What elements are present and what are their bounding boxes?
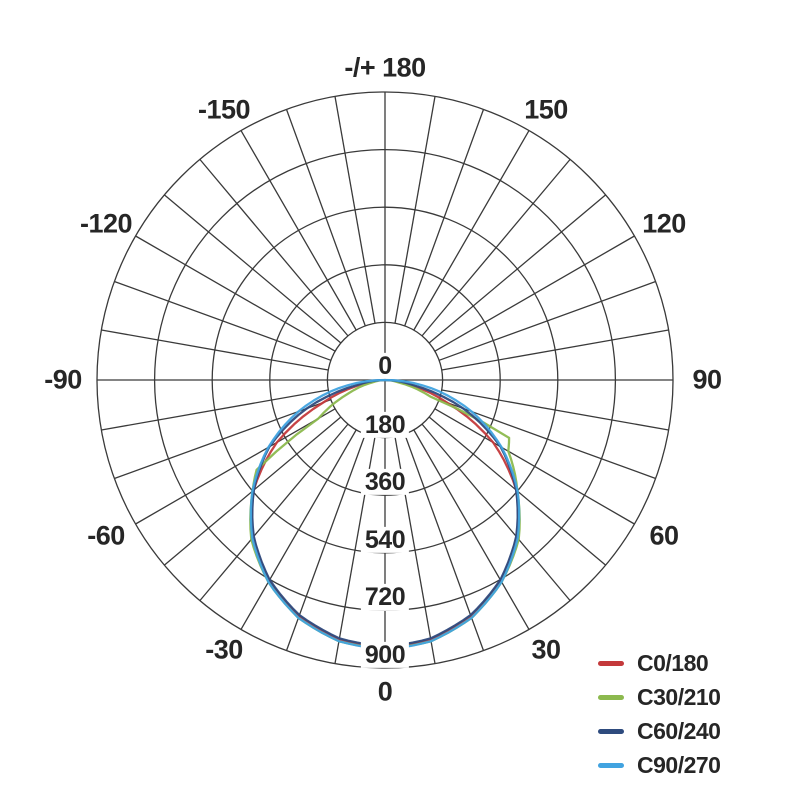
grid-spoke bbox=[438, 399, 656, 480]
series-color-swatch bbox=[598, 762, 624, 768]
grid-spoke bbox=[240, 429, 357, 630]
grid-spoke bbox=[394, 436, 436, 664]
grid-spoke bbox=[434, 235, 635, 352]
grid-spoke bbox=[434, 408, 635, 525]
grid-spoke bbox=[334, 436, 376, 664]
grid-spoke bbox=[135, 408, 336, 525]
series-color-swatch bbox=[598, 728, 624, 734]
series-color-swatch bbox=[598, 694, 624, 700]
legend-item-c30-210: C30/210 bbox=[598, 680, 721, 714]
grid-spoke bbox=[163, 194, 342, 344]
grid-spoke bbox=[438, 280, 656, 361]
grid-spoke bbox=[334, 96, 376, 324]
series-color-swatch bbox=[598, 660, 624, 666]
grid-spoke bbox=[404, 109, 485, 327]
grid-spoke bbox=[199, 158, 349, 337]
grid-spoke bbox=[101, 389, 329, 431]
grid-spoke bbox=[199, 423, 349, 602]
grid-spoke bbox=[135, 235, 336, 352]
grid-spoke bbox=[394, 96, 436, 324]
grid-spoke bbox=[114, 280, 332, 361]
grid-spoke bbox=[101, 329, 329, 371]
legend-label: C90/270 bbox=[637, 751, 721, 778]
grid-spoke bbox=[441, 389, 669, 431]
legend-item-c90-270: C90/270 bbox=[598, 748, 721, 782]
legend-item-c0-180: C0/180 bbox=[598, 646, 720, 680]
grid-spoke bbox=[413, 130, 530, 331]
grid-spoke bbox=[413, 429, 530, 630]
grid-spoke bbox=[240, 130, 357, 331]
grid-spoke bbox=[441, 329, 669, 371]
grid-spoke bbox=[114, 399, 332, 480]
legend-label: C30/210 bbox=[637, 683, 721, 710]
grid-spoke bbox=[428, 194, 607, 344]
legend-item-c60-240: C60/240 bbox=[598, 714, 721, 748]
legend: C0/180 C30/210 C60/240 C90/270 bbox=[598, 646, 721, 782]
grid-spoke bbox=[285, 109, 366, 327]
legend-label: C60/240 bbox=[637, 717, 721, 744]
grid-spoke bbox=[421, 158, 571, 337]
legend-label: C0/180 bbox=[637, 649, 709, 676]
grid-spoke bbox=[421, 423, 571, 602]
